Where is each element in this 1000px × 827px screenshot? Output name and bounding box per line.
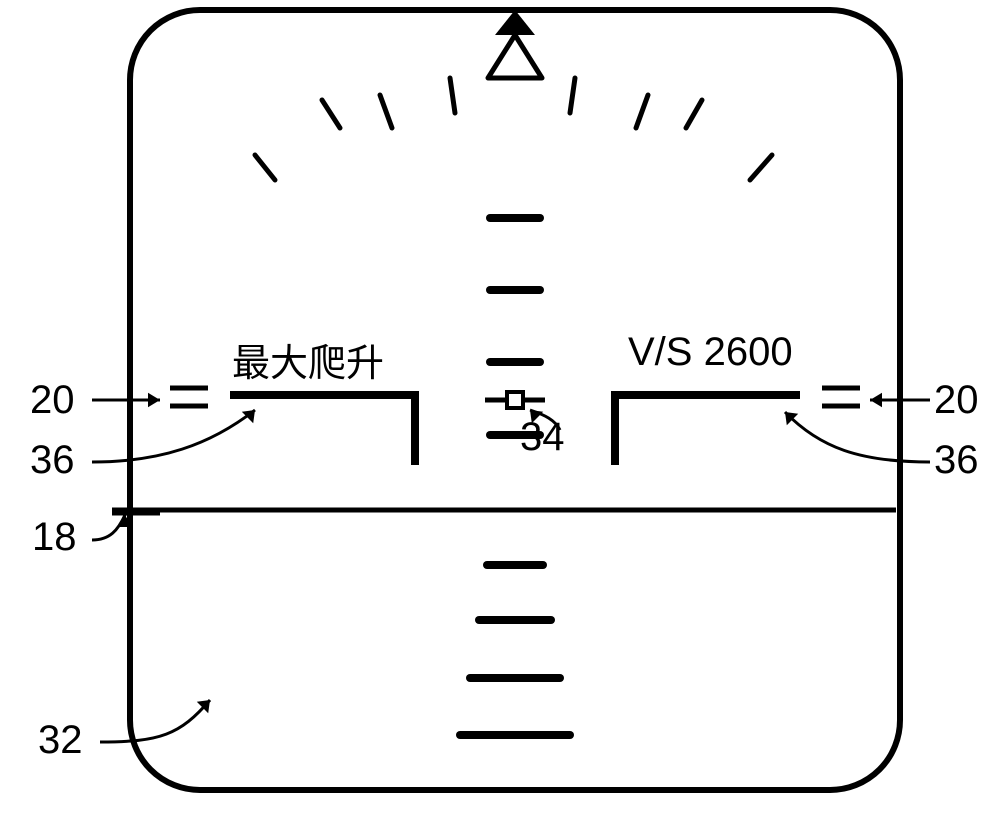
callout-34: 34 — [520, 415, 565, 460]
callout-20-right: 20 — [934, 378, 979, 423]
figure-canvas: 最大爬升 V/S 2600 20 20 36 36 18 34 32 — [0, 0, 1000, 827]
diagram-svg — [0, 0, 1000, 827]
callout-36-left: 36 — [30, 438, 75, 483]
callout-20-left: 20 — [30, 378, 75, 423]
vertical-speed-label: V/S 2600 — [628, 330, 793, 375]
max-climb-label: 最大爬升 — [232, 332, 384, 387]
callout-18: 18 — [32, 515, 77, 560]
callout-36-right: 36 — [934, 438, 979, 483]
callout-32: 32 — [38, 718, 83, 763]
